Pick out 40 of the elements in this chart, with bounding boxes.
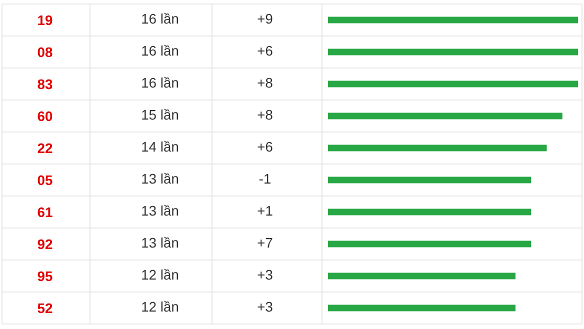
text: +9	[258, 14, 272, 24]
bar	[328, 240, 532, 248]
data-label: 13 lần	[142, 204, 178, 216]
y-tick-label: 92	[38, 239, 52, 250]
text: +7	[258, 238, 272, 248]
y-tick-label: 19	[38, 15, 52, 26]
text: -1	[259, 174, 270, 184]
y-tick-label: 08	[38, 47, 52, 58]
data-label: 15 lần	[142, 108, 178, 120]
text: +6	[258, 46, 272, 56]
y-tick-label: 95	[38, 271, 52, 282]
text: +3	[258, 302, 272, 312]
data-label: 13 lần	[142, 172, 178, 184]
bar	[328, 304, 516, 312]
data-label: 16 lần	[142, 12, 178, 24]
y-tick-label: 61	[38, 207, 52, 218]
bar	[328, 80, 578, 88]
data-label: 12 lần	[142, 300, 178, 312]
y-tick-label: 83	[38, 79, 52, 90]
y-tick-label: 22	[38, 143, 52, 154]
bar	[328, 112, 562, 120]
data-label: 12 lần	[142, 268, 178, 280]
data-label: 16 lần	[142, 44, 178, 56]
bar	[328, 48, 578, 56]
bar	[328, 208, 532, 216]
text: +8	[258, 110, 272, 120]
text: +1	[258, 206, 272, 216]
data-label: 14 lần	[142, 140, 178, 152]
bar	[328, 176, 532, 184]
bar	[328, 144, 547, 152]
bar	[328, 272, 516, 280]
bar	[328, 16, 578, 24]
text: +6	[258, 142, 272, 152]
data-label: 13 lần	[142, 236, 178, 248]
y-tick-label: 05	[38, 175, 52, 186]
text: +3	[258, 270, 272, 280]
text: +8	[258, 78, 272, 88]
y-tick-label: 60	[38, 111, 52, 122]
y-tick-label: 52	[38, 303, 52, 314]
data-label: 16 lần	[142, 76, 178, 88]
